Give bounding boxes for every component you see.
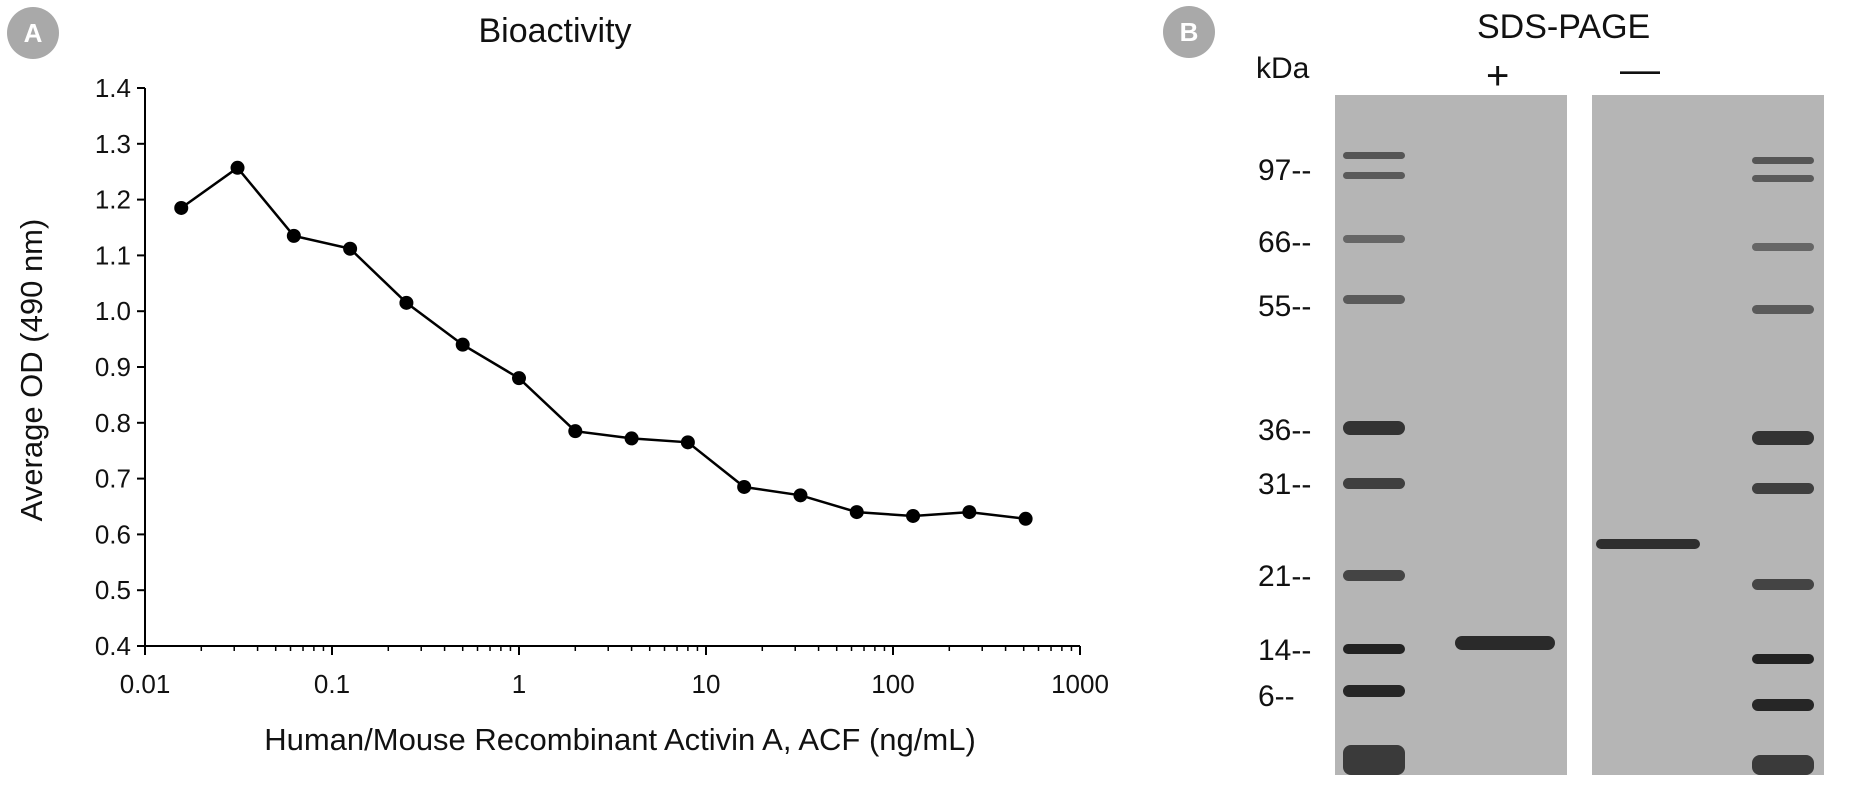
x-tick-label: 0.01 xyxy=(120,669,171,699)
data-point xyxy=(286,228,301,243)
panel-b-sds-page: B SDS-PAGE kDa + — 97-- 66-- 55-- 36-- 3… xyxy=(1150,0,1868,783)
ladder-band xyxy=(1752,654,1814,664)
y-tick-label: 1.1 xyxy=(95,240,131,270)
data-point xyxy=(568,424,583,439)
y-tick-label: 0.6 xyxy=(95,519,131,549)
y-tick-label: 1.0 xyxy=(95,296,131,326)
ladder-band xyxy=(1752,579,1814,590)
y-tick-label: 1.2 xyxy=(95,185,131,215)
y-tick-label: 1.4 xyxy=(95,73,131,103)
data-point xyxy=(343,241,358,256)
ladder-dye-front xyxy=(1343,745,1405,775)
marker-label-6: 6-- xyxy=(1258,680,1295,713)
marker-label-55: 55-- xyxy=(1258,290,1312,323)
x-tick-label: 1000 xyxy=(1051,669,1109,699)
marker-label-97: 97-- xyxy=(1258,154,1312,187)
data-point xyxy=(1018,511,1033,526)
ladder-band xyxy=(1343,152,1405,159)
y-tick-label: 0.9 xyxy=(95,352,131,382)
lane-minus-label: — xyxy=(1620,48,1660,92)
data-point xyxy=(512,371,526,386)
panel-a-badge: A xyxy=(7,7,59,59)
lane-plus-label: + xyxy=(1486,54,1510,98)
data-point xyxy=(962,505,977,520)
ladder-band xyxy=(1343,644,1405,654)
marker-label-31: 31-- xyxy=(1258,468,1312,501)
ladder-band xyxy=(1343,478,1405,489)
kda-label: kDa xyxy=(1256,52,1310,85)
bioactivity-chart: 0.4 0.5 0.6 0.7 0.8 0.9 1.0 1.1 1.2 1.3 1.4 0.01 0.1… xyxy=(14,12,1109,757)
x-tick-label: 10 xyxy=(692,669,721,699)
y-axis-label: Average OD (490 nm) xyxy=(14,219,49,522)
marker-label-14: 14-- xyxy=(1258,634,1312,667)
sample-band-reduced xyxy=(1455,636,1555,650)
panel-b-badge: B xyxy=(1163,6,1215,58)
ladder-band xyxy=(1752,699,1814,711)
data-point xyxy=(624,431,639,446)
chart-title: Bioactivity xyxy=(478,12,631,50)
marker-label-36: 36-- xyxy=(1258,414,1312,447)
y-tick-label: 1.3 xyxy=(95,129,131,159)
ladder-band xyxy=(1752,305,1814,314)
gel-image-reduced xyxy=(1335,95,1567,775)
data-point xyxy=(793,488,808,503)
series-line xyxy=(180,166,1026,521)
ladder-band xyxy=(1343,235,1405,243)
data-point xyxy=(680,435,695,450)
ladder-band xyxy=(1752,483,1814,494)
ladder-dye-front xyxy=(1752,755,1814,775)
y-tick-label: 0.8 xyxy=(95,408,131,438)
data-point xyxy=(399,295,414,310)
data-point xyxy=(737,479,752,494)
ladder-band xyxy=(1752,431,1814,445)
data-point xyxy=(174,200,189,215)
data-point xyxy=(230,160,245,175)
x-tick-label: 0.1 xyxy=(314,669,350,699)
ladder-band xyxy=(1343,421,1405,435)
marker-label-21: 21-- xyxy=(1258,560,1312,593)
ladder-band xyxy=(1752,175,1814,182)
ladder-band xyxy=(1343,172,1405,179)
ladder-band xyxy=(1343,295,1405,304)
sample-band-non-reduced xyxy=(1596,539,1700,549)
x-axis-label: Human/Mouse Recombinant Activin A, ACF (… xyxy=(264,722,976,757)
y-tick-label: 0.7 xyxy=(95,464,131,494)
data-point xyxy=(455,337,470,352)
data-point xyxy=(849,505,864,520)
x-tick-label: 100 xyxy=(871,669,914,699)
panel-a-bioactivity-chart: A 0.4 0.5 0.6 0.7 0.8 0.9 1.0 1.1 1.2 1.3 1.4 0.01 0… xyxy=(7,7,1109,757)
data-point xyxy=(906,508,921,523)
gel-image-non-reduced xyxy=(1592,95,1824,775)
gel-title: SDS-PAGE xyxy=(1477,8,1651,46)
ladder-band xyxy=(1752,243,1814,251)
ladder-band xyxy=(1343,570,1405,581)
marker-label-66: 66-- xyxy=(1258,226,1312,259)
ladder-band xyxy=(1752,157,1814,164)
x-tick-label: 1 xyxy=(512,669,526,699)
ladder-band xyxy=(1343,685,1405,697)
y-tick-label: 0.4 xyxy=(95,631,131,661)
y-tick-label: 0.5 xyxy=(95,575,131,605)
